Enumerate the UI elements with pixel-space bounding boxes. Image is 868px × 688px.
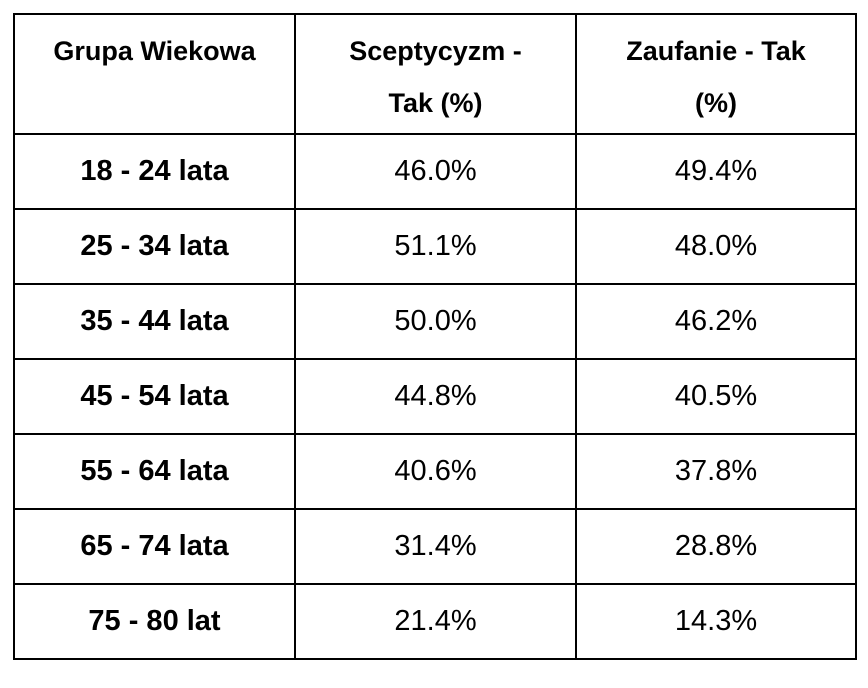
table-row: 18 - 24 lata 46.0% 49.4% [13,133,857,210]
table-row: 65 - 74 lata 31.4% 28.8% [13,508,857,585]
table-row: 55 - 64 lata 40.6% 37.8% [13,433,857,510]
row-label: 55 - 64 lata [13,433,296,510]
value-cell: 14.3% [575,583,857,660]
value-cell: 48.0% [575,208,857,285]
value-cell: 40.6% [294,433,577,510]
header-cell: Grupa Wiekowa [13,13,296,135]
value-cell: 31.4% [294,508,577,585]
header-row: Grupa Wiekowa Sceptycyzm - Tak (%) Zaufani… [13,13,857,135]
table-body: 18 - 24 lata 46.0% 49.4% 25 - 34 lata 51.1% 4… [13,133,857,660]
value-cell: 49.4% [575,133,857,210]
row-label: 65 - 74 lata [13,508,296,585]
header-cell: Sceptycyzm - Tak (%) [294,13,577,135]
value-cell: 28.8% [575,508,857,585]
value-cell: 51.1% [294,208,577,285]
table-row: 45 - 54 lata 44.8% 40.5% [13,358,857,435]
value-cell: 46.2% [575,283,857,360]
row-label: 45 - 54 lata [13,358,296,435]
row-label: 75 - 80 lat [13,583,296,660]
value-cell: 40.5% [575,358,857,435]
value-cell: 50.0% [294,283,577,360]
data-table: Grupa Wiekowa Sceptycyzm - Tak (%) Zaufani… [13,13,857,660]
value-cell: 21.4% [294,583,577,660]
row-label: 35 - 44 lata [13,283,296,360]
value-cell: 44.8% [294,358,577,435]
value-cell: 37.8% [575,433,857,510]
table-row: 75 - 80 lat 21.4% 14.3% [13,583,857,660]
header-cell: Zaufanie - Tak (%) [575,13,857,135]
row-label: 25 - 34 lata [13,208,296,285]
table-row: 35 - 44 lata 50.0% 46.2% [13,283,857,360]
table-row: 25 - 34 lata 51.1% 48.0% [13,208,857,285]
row-label: 18 - 24 lata [13,133,296,210]
value-cell: 46.0% [294,133,577,210]
